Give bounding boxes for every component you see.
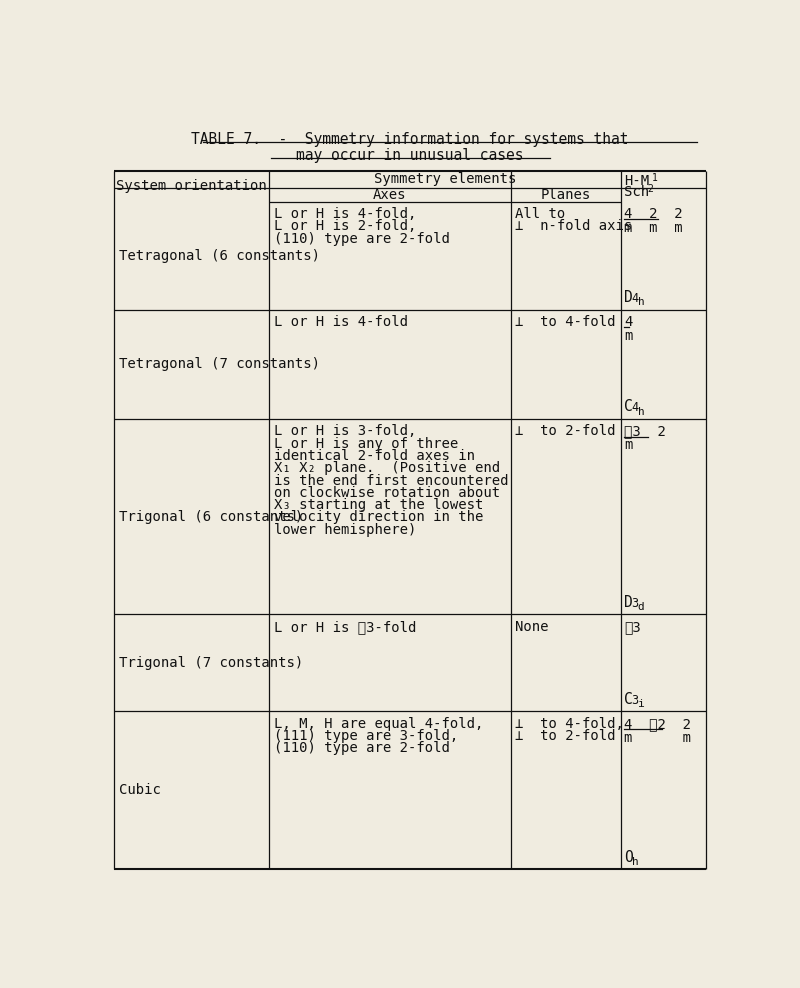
- Text: velocity direction in the: velocity direction in the: [274, 511, 483, 525]
- Text: X₁ X₂ plane.  (Positive end: X₁ X₂ plane. (Positive end: [274, 461, 500, 475]
- Text: Axes: Axes: [373, 188, 406, 202]
- Text: ͓3  2: ͓3 2: [624, 424, 666, 439]
- Text: m      m: m m: [624, 731, 691, 745]
- Text: m  m  m: m m m: [624, 221, 682, 235]
- Text: m: m: [624, 329, 632, 343]
- Text: 3: 3: [632, 694, 638, 706]
- Text: is the end first encountered: is the end first encountered: [274, 473, 508, 487]
- Text: L or H is 2-fold,: L or H is 2-fold,: [274, 219, 416, 233]
- Text: Tetragonal (6 constants): Tetragonal (6 constants): [118, 249, 320, 263]
- Text: Tetragonal (7 constants): Tetragonal (7 constants): [118, 358, 320, 371]
- Text: Trigonal (6 constants): Trigonal (6 constants): [118, 510, 303, 524]
- Text: identical 2-fold axes in: identical 2-fold axes in: [274, 449, 474, 463]
- Text: L, M, H are equal 4-fold,: L, M, H are equal 4-fold,: [274, 717, 483, 731]
- Text: ⊥  to 2-fold: ⊥ to 2-fold: [515, 729, 616, 743]
- Text: Cubic: Cubic: [118, 783, 161, 797]
- Text: ⊥  to 2-fold: ⊥ to 2-fold: [515, 424, 616, 439]
- Text: None: None: [515, 619, 549, 634]
- Text: L or H is 3-fold,: L or H is 3-fold,: [274, 424, 416, 439]
- Text: ͓3: ͓3: [624, 619, 641, 634]
- Text: h: h: [638, 406, 645, 417]
- Text: 4: 4: [624, 315, 632, 329]
- Text: Symmetry elements: Symmetry elements: [374, 172, 516, 187]
- Text: H-M: H-M: [624, 174, 649, 188]
- Text: All to: All to: [515, 207, 566, 221]
- Text: O: O: [624, 850, 633, 864]
- Text: 4  2  2: 4 2 2: [624, 207, 682, 221]
- Text: d: d: [638, 602, 645, 613]
- Text: L or H is 4-fold: L or H is 4-fold: [274, 315, 408, 329]
- Text: 1: 1: [652, 173, 658, 183]
- Text: 4: 4: [632, 401, 638, 414]
- Text: (110) type are 2-fold: (110) type are 2-fold: [274, 232, 450, 246]
- Text: ⊥  to 4-fold: ⊥ to 4-fold: [515, 315, 616, 329]
- Text: ⊥  n-fold axis: ⊥ n-fold axis: [515, 219, 633, 233]
- Text: 4: 4: [632, 291, 638, 305]
- Text: L or H is any of three: L or H is any of three: [274, 437, 458, 451]
- Text: D: D: [624, 289, 633, 305]
- Text: X₃ starting at the lowest: X₃ starting at the lowest: [274, 498, 483, 512]
- Text: (110) type are 2-fold: (110) type are 2-fold: [274, 741, 450, 756]
- Text: on clockwise rotation about: on clockwise rotation about: [274, 486, 500, 500]
- Text: h: h: [638, 297, 645, 307]
- Text: TABLE 7.  -  Symmetry information for systems that: TABLE 7. - Symmetry information for syst…: [191, 132, 629, 147]
- Text: Trigonal (7 constants): Trigonal (7 constants): [118, 656, 303, 670]
- Text: L or H is 4-fold,: L or H is 4-fold,: [274, 207, 416, 221]
- Text: Planes: Planes: [541, 188, 591, 202]
- Text: may occur in unusual cases: may occur in unusual cases: [296, 148, 524, 163]
- Text: 2: 2: [647, 184, 653, 194]
- Text: Sch: Sch: [624, 185, 649, 199]
- Text: 3: 3: [632, 597, 638, 610]
- Text: D: D: [624, 595, 633, 610]
- Text: 4  㔳2  2: 4 㔳2 2: [624, 717, 691, 731]
- Text: System orientation: System orientation: [116, 179, 267, 194]
- Text: lower hemisphere): lower hemisphere): [274, 523, 416, 536]
- Text: ⊥  to 4-fold,: ⊥ to 4-fold,: [515, 717, 624, 731]
- Text: C: C: [624, 692, 633, 706]
- Text: h: h: [632, 857, 638, 867]
- Text: i: i: [638, 700, 645, 709]
- Text: m: m: [624, 438, 632, 453]
- Text: L or H is ͓3-fold: L or H is ͓3-fold: [274, 619, 416, 634]
- Text: C: C: [624, 399, 633, 414]
- Text: (111) type are 3-fold,: (111) type are 3-fold,: [274, 729, 458, 743]
